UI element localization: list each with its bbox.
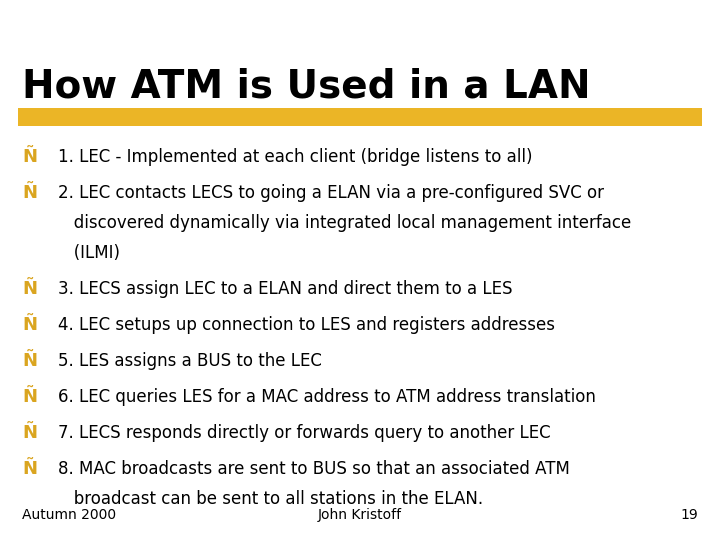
FancyBboxPatch shape bbox=[18, 108, 702, 126]
Text: broadcast can be sent to all stations in the ELAN.: broadcast can be sent to all stations in… bbox=[58, 490, 483, 508]
Text: Ñ: Ñ bbox=[22, 316, 37, 334]
Text: 6. LEC queries LES for a MAC address to ATM address translation: 6. LEC queries LES for a MAC address to … bbox=[58, 388, 596, 406]
Text: 8. MAC broadcasts are sent to BUS so that an associated ATM: 8. MAC broadcasts are sent to BUS so tha… bbox=[58, 460, 570, 478]
Text: 7. LECS responds directly or forwards query to another LEC: 7. LECS responds directly or forwards qu… bbox=[58, 424, 551, 442]
Text: 19: 19 bbox=[680, 508, 698, 522]
Text: Ñ: Ñ bbox=[22, 352, 37, 370]
Text: Autumn 2000: Autumn 2000 bbox=[22, 508, 116, 522]
Text: Ñ: Ñ bbox=[22, 460, 37, 478]
Text: 4. LEC setups up connection to LES and registers addresses: 4. LEC setups up connection to LES and r… bbox=[58, 316, 555, 334]
Text: Ñ: Ñ bbox=[22, 388, 37, 406]
Text: discovered dynamically via integrated local management interface: discovered dynamically via integrated lo… bbox=[58, 214, 631, 232]
Text: Ñ: Ñ bbox=[22, 424, 37, 442]
Text: John Kristoff: John Kristoff bbox=[318, 508, 402, 522]
Text: 5. LES assigns a BUS to the LEC: 5. LES assigns a BUS to the LEC bbox=[58, 352, 322, 370]
Text: Ñ: Ñ bbox=[22, 148, 37, 166]
Text: (ILMI): (ILMI) bbox=[58, 244, 120, 262]
Text: 2. LEC contacts LECS to going a ELAN via a pre-configured SVC or: 2. LEC contacts LECS to going a ELAN via… bbox=[58, 184, 604, 202]
Text: 1. LEC - Implemented at each client (bridge listens to all): 1. LEC - Implemented at each client (bri… bbox=[58, 148, 533, 166]
Text: Ñ: Ñ bbox=[22, 280, 37, 298]
Text: 3. LECS assign LEC to a ELAN and direct them to a LES: 3. LECS assign LEC to a ELAN and direct … bbox=[58, 280, 513, 298]
Text: How ATM is Used in a LAN: How ATM is Used in a LAN bbox=[22, 68, 590, 106]
Text: Ñ: Ñ bbox=[22, 184, 37, 202]
